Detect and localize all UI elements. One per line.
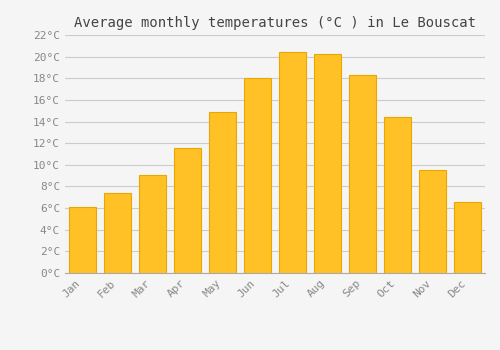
Bar [350, 75, 376, 273]
Title: Average monthly temperatures (°C ) in Le Bouscat: Average monthly temperatures (°C ) in Le… [74, 16, 476, 30]
Bar [244, 78, 270, 273]
Bar [454, 202, 480, 273]
Bar [70, 207, 96, 273]
Bar [174, 147, 201, 273]
Bar [210, 112, 236, 273]
Bar [384, 117, 410, 273]
Bar [140, 175, 166, 273]
Bar [280, 52, 305, 273]
Bar [420, 170, 446, 273]
Bar [314, 55, 340, 273]
Bar [104, 193, 130, 273]
